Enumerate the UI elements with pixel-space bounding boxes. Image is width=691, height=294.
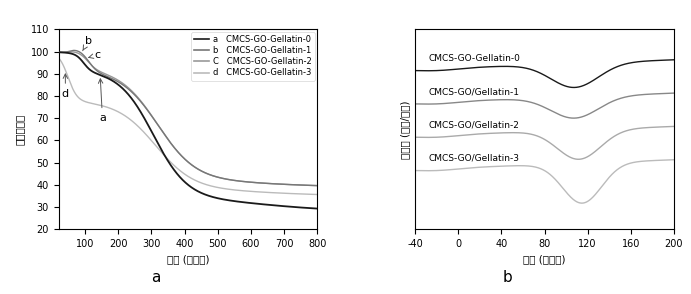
Text: a: a xyxy=(98,79,106,123)
X-axis label: 温度 (摄氏度): 温度 (摄氏度) xyxy=(167,255,209,265)
Text: d: d xyxy=(61,74,69,99)
Text: a: a xyxy=(151,270,160,285)
X-axis label: 温度 (摄氏度): 温度 (摄氏度) xyxy=(523,255,566,265)
Text: b: b xyxy=(503,270,513,285)
Legend: a   CMCS-GO-Gellatin-0, b   CMCS-GO-Gellatin-1, C   CMCS-GO-Gellatin-2, d   CMCS: a CMCS-GO-Gellatin-0, b CMCS-GO-Gellatin… xyxy=(191,32,314,81)
Y-axis label: 质量百分比: 质量百分比 xyxy=(15,114,25,145)
Text: CMCS-GO/Gellatin-2: CMCS-GO/Gellatin-2 xyxy=(428,120,519,129)
Text: c: c xyxy=(89,50,101,60)
Text: CMCS-GO/Gellatin-1: CMCS-GO/Gellatin-1 xyxy=(428,87,519,96)
Text: CMCS-GO/Gellatin-3: CMCS-GO/Gellatin-3 xyxy=(428,154,519,163)
Y-axis label: 热流速 (毫瓦/毫克): 热流速 (毫瓦/毫克) xyxy=(400,100,410,158)
Text: b: b xyxy=(83,36,92,51)
Text: CMCS-GO-Gellatin-0: CMCS-GO-Gellatin-0 xyxy=(428,54,520,63)
